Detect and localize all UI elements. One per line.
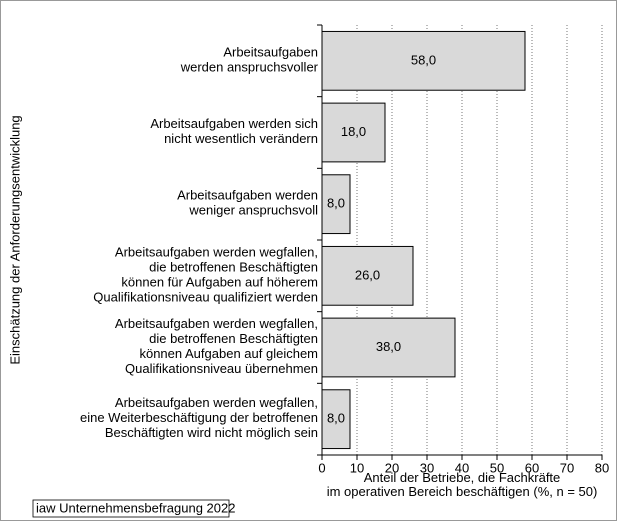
y-axis-label: Einschätzung der Anforderungsentwicklung (7, 115, 22, 364)
value-label: 26,0 (355, 267, 380, 282)
y-tick-label-line: Beschäftigten wird nicht möglich sein (105, 426, 318, 441)
y-tick-label: Arbeitsaufgaben werden wegfallen, die bet… (115, 316, 318, 376)
bar (321, 174, 351, 235)
x-axis-label-line: im operativen Bereich beschäftigen (%, n… (327, 484, 598, 499)
bar (321, 102, 386, 163)
bar (321, 389, 351, 450)
x-tick-label: 10 (350, 460, 364, 475)
value-label: 8,0 (327, 411, 345, 426)
y-tick-label-line: Arbeitsaufgaben werden wegfallen, (115, 245, 318, 260)
y-tick-label: Arbeitsaufgaben werden wegfallen, eine We… (80, 396, 318, 441)
x-tick-label: 70 (560, 460, 574, 475)
value-label: 38,0 (376, 339, 401, 354)
value-label: 58,0 (411, 52, 436, 67)
y-tick-label: Arbeitsaufgaben werden weniger anspruchsv… (177, 188, 318, 218)
y-tick-label-line: weniger anspruchsvoll (188, 203, 318, 218)
y-tick-label-line: können für Aufgaben auf höherem (121, 275, 318, 290)
x-tick-label: 60 (525, 460, 539, 475)
y-tick-label: Arbeitsaufgaben werden sich nicht wesentl… (150, 116, 318, 146)
y-tick-label-line: Qualifikationsniveau qualifiziert werden (93, 290, 318, 305)
x-tick-label: 30 (420, 460, 434, 475)
y-tick-label-line: Arbeitsaufgaben (223, 45, 318, 60)
y-tick-label: Arbeitsaufgaben werden anspruchsvoller (180, 45, 319, 75)
y-tick-label-line: eine Weiterbeschäftigung der betroffenen (80, 411, 318, 426)
source-box (32, 499, 230, 518)
y-tick-label-line: Arbeitsaufgaben werden wegfallen, (115, 396, 318, 411)
y-tick-label-line: Qualifikationsniveau übernehmen (125, 361, 318, 376)
y-tick-label-line: die betroffenen Beschäftigten (149, 260, 318, 275)
y-tick-label-line: nicht wesentlich verändern (164, 131, 318, 146)
value-label: 8,0 (327, 196, 345, 211)
y-tick-label-line: können Aufgaben auf gleichem (139, 346, 318, 361)
y-tick-label-line: werden anspruchsvoller (180, 60, 319, 75)
bar (321, 30, 526, 91)
x-axis-label: Anteil der Betriebe, die Fachkräfte im op… (327, 470, 598, 499)
x-tick-label: 20 (385, 460, 399, 475)
x-tick-label: 40 (455, 460, 469, 475)
x-tick-label: 80 (595, 460, 609, 475)
y-tick-label-line: Arbeitsaufgaben werden sich (150, 116, 318, 131)
x-tick-label: 0 (318, 460, 325, 475)
y-tick-label-line: Arbeitsaufgaben werden (177, 188, 318, 203)
value-label: 18,0 (341, 124, 366, 139)
source: iaw Unternehmensbefragung 2022 (36, 500, 235, 515)
x-tick-label: 50 (490, 460, 504, 475)
bar (321, 245, 414, 306)
y-tick-label-line: die betroffenen Beschäftigten (149, 331, 318, 346)
x-axis-label-line: Anteil der Betriebe, die Fachkräfte (364, 470, 561, 485)
y-tick-label-line: Arbeitsaufgaben werden wegfallen, (115, 316, 318, 331)
y-tick-label: Arbeitsaufgaben werden wegfallen, die bet… (93, 245, 318, 305)
bar (321, 317, 456, 378)
